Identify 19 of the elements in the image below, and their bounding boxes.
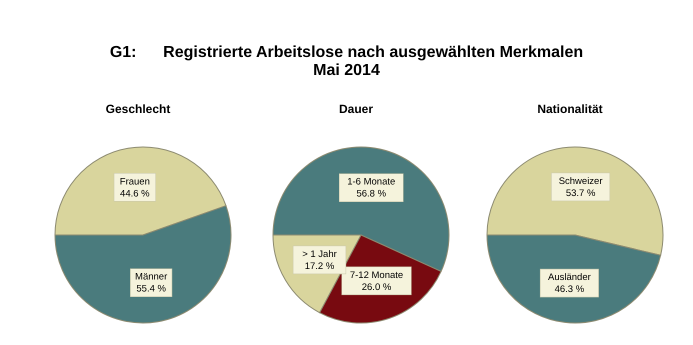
- slice-label: Schweizer: [558, 176, 603, 187]
- data-label: 56.8 %: [356, 188, 387, 200]
- slice-label: > 1 Jahr: [302, 248, 337, 260]
- data-label: 26.0 %: [362, 282, 392, 293]
- text: G1: Registrierte Arbeitslose nach ausgewählten Merkmalen: [108, 44, 584, 62]
- slice-label: Männer: [135, 272, 168, 283]
- slice-label: Frauen: [120, 176, 150, 188]
- slice-label: 7-12 Monate: [350, 270, 404, 281]
- chart-title: Nationalität: [536, 102, 604, 118]
- data-label: 55.4 %: [136, 284, 167, 295]
- data-label: 53.7 %: [566, 188, 596, 199]
- chart-title: Geschlecht: [104, 102, 172, 118]
- data-label: 46.3 %: [554, 284, 585, 296]
- chart-title: Dauer: [338, 102, 374, 118]
- slice-label: 1-6 Monate: [347, 176, 396, 188]
- text: Mai 2014: [312, 62, 381, 80]
- data-label: 44.6 %: [120, 188, 150, 200]
- data-label: 17.2 %: [304, 260, 335, 272]
- slice-label: Ausländer: [548, 272, 591, 284]
